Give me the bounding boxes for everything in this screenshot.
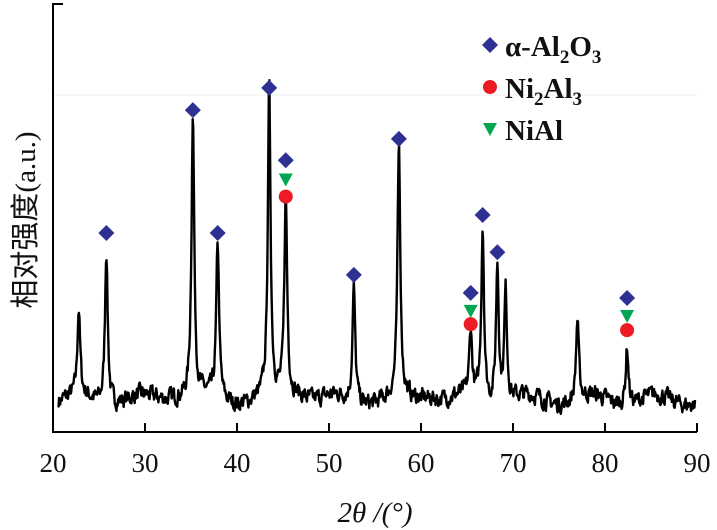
alumina-marker — [184, 102, 201, 119]
legend-circle-icon — [483, 80, 497, 94]
x-tick-label: 20 — [40, 448, 67, 478]
legend: α-Al2O3 Ni2Al3 NiAl — [482, 31, 601, 147]
alumina-marker — [345, 266, 362, 283]
xrd-curve — [57, 79, 697, 416]
x-tick-label: 70 — [500, 448, 527, 478]
ni2al3-marker — [463, 317, 478, 332]
phase-markers — [98, 79, 636, 338]
nial-marker — [278, 173, 293, 187]
axes: 20 30 40 50 60 70 80 90 — [40, 3, 711, 478]
axis-lines — [52, 3, 697, 433]
legend-diamond-icon — [482, 37, 498, 53]
alumina-marker — [390, 130, 407, 147]
x-tick-label: 90 — [684, 448, 711, 478]
x-tick-label: 80 — [592, 448, 619, 478]
nial-marker — [620, 310, 635, 324]
alumina-marker — [462, 284, 479, 301]
x-axis-title: 2θ /(°) — [338, 497, 413, 529]
alumina-marker — [277, 152, 294, 169]
alumina-marker — [98, 224, 115, 241]
legend-label: Ni2Al3 — [505, 73, 582, 110]
legend-label: NiAl — [505, 115, 563, 147]
y-axis-title: 相对强度(a.u.) — [9, 131, 42, 308]
legend-triangle-icon — [483, 123, 497, 136]
ni2al3-marker — [278, 189, 293, 204]
alumina-marker — [619, 290, 636, 307]
alumina-marker — [474, 207, 491, 224]
ni2al3-marker — [620, 323, 635, 338]
plot-area — [57, 79, 697, 416]
alumina-marker — [261, 79, 278, 96]
x-tick-label: 50 — [316, 448, 343, 478]
legend-label: α-Al2O3 — [505, 31, 601, 68]
alumina-marker — [489, 244, 506, 261]
nial-marker — [463, 304, 478, 318]
x-tick-label: 40 — [224, 448, 251, 478]
alumina-marker — [209, 224, 226, 241]
x-tick-label: 60 — [408, 448, 435, 478]
x-tick-label: 30 — [132, 448, 159, 478]
